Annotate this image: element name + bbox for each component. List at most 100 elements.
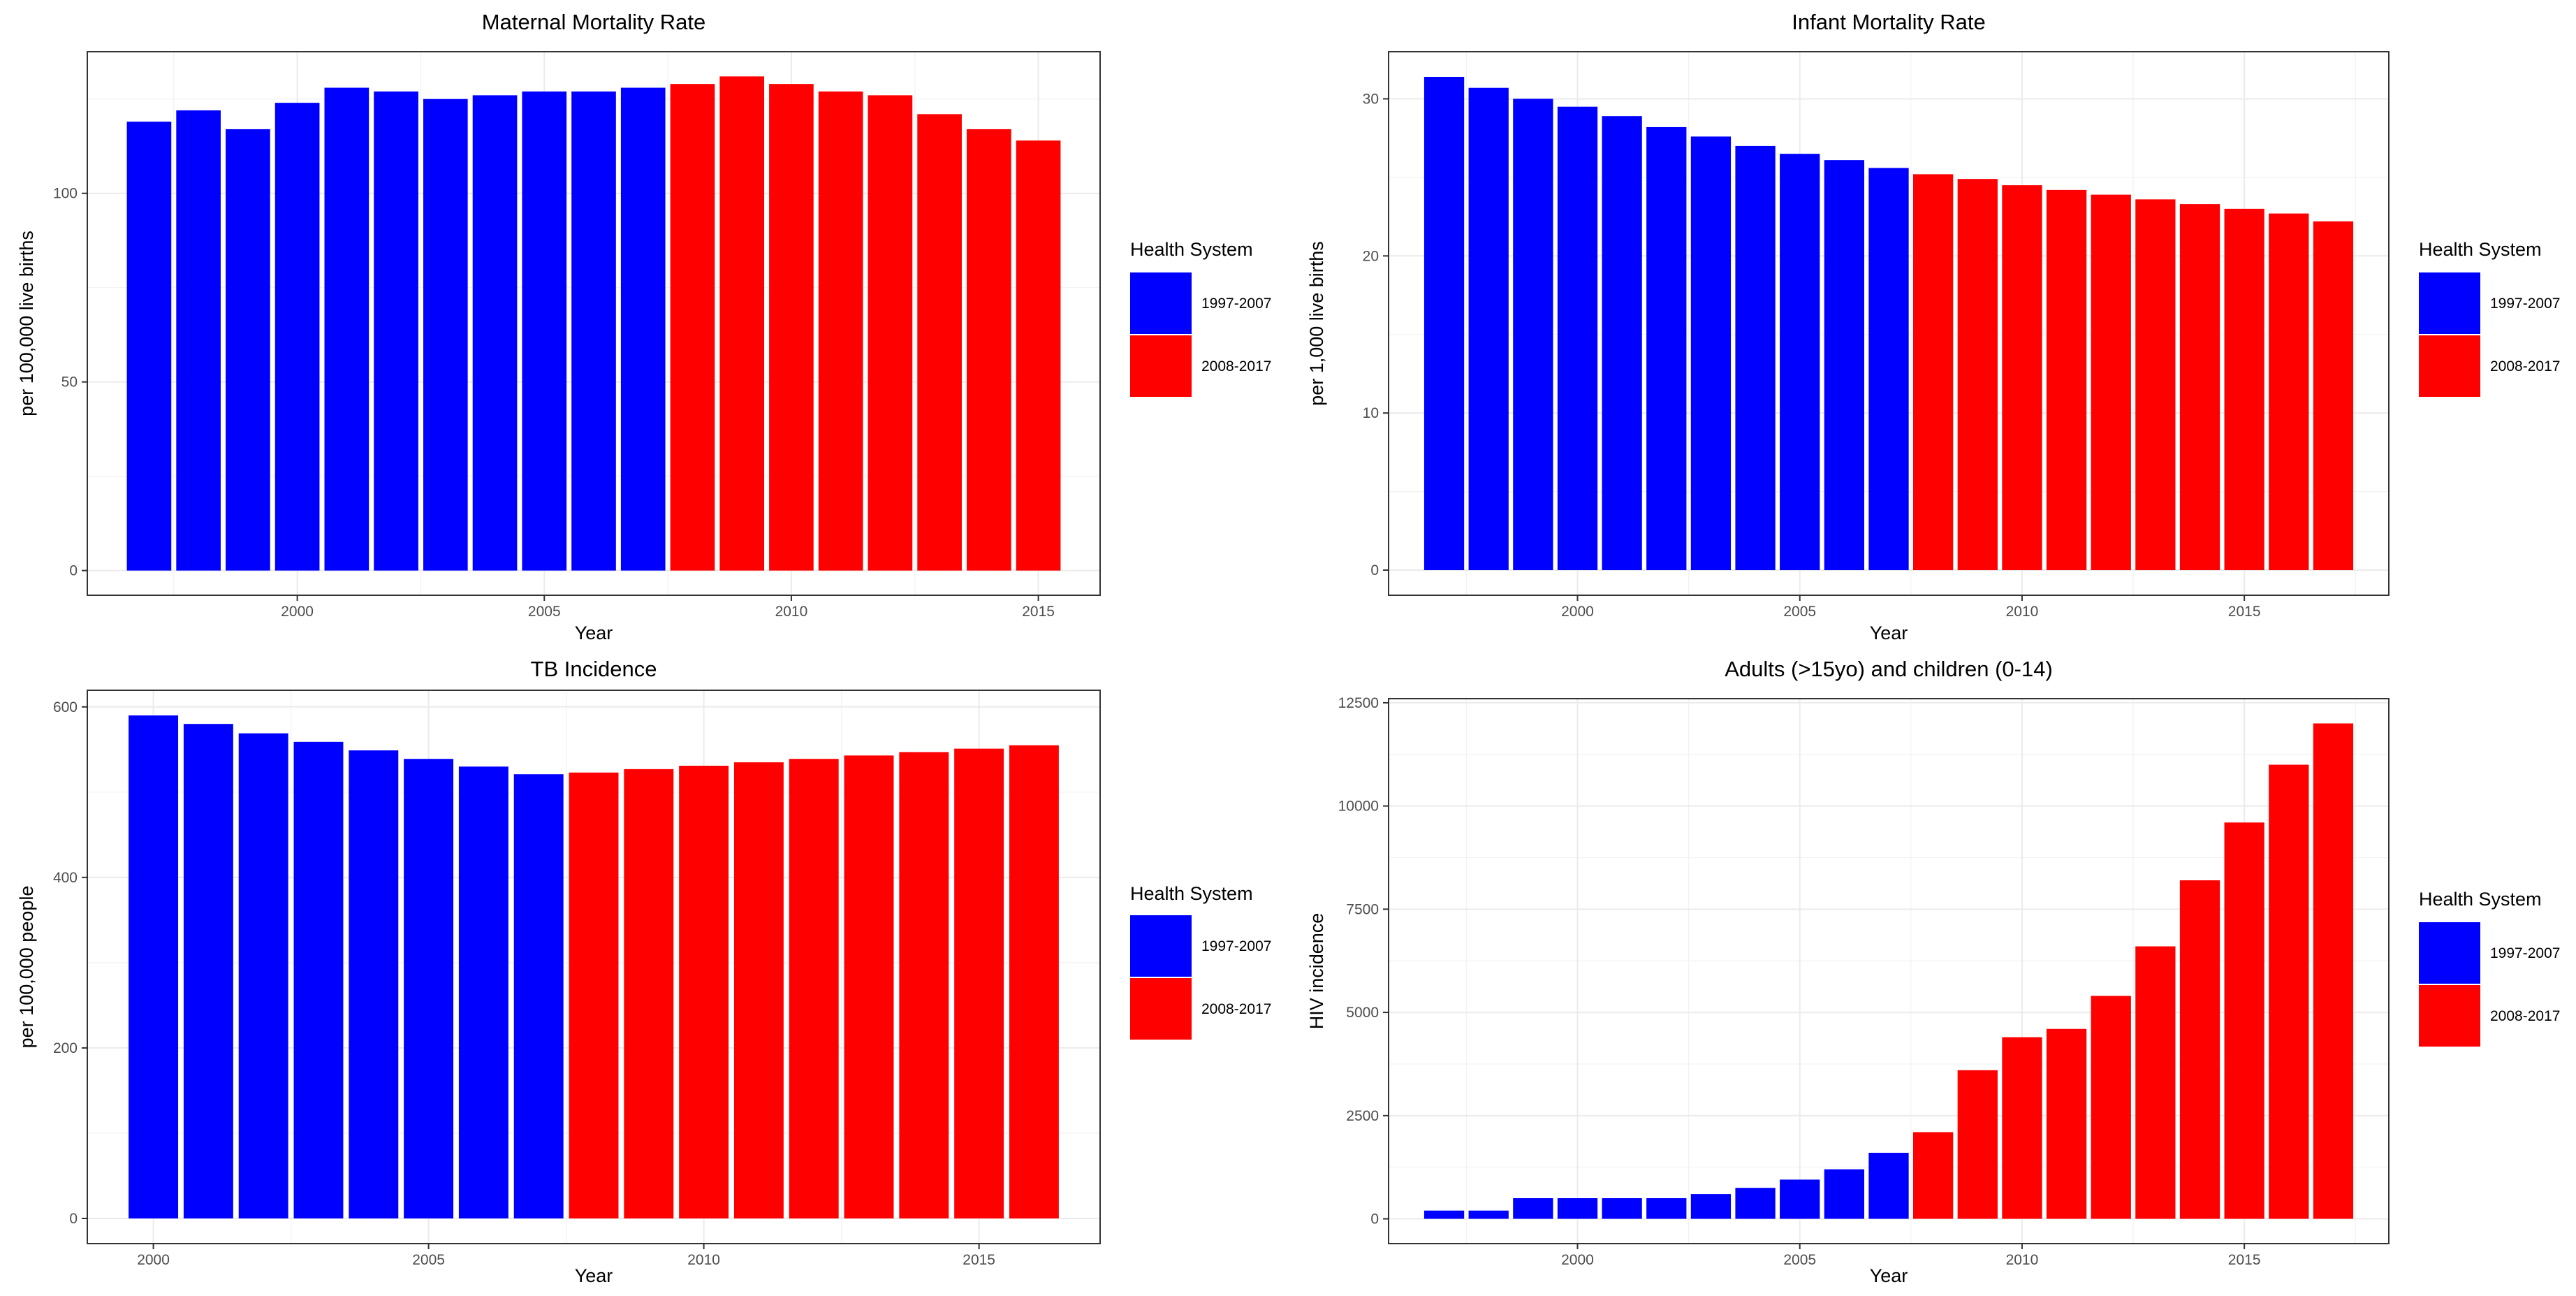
tb-incidence-y-tick-label: 0 [69,1211,78,1227]
maternal-mortality-legend-label: 2008-2017 [1201,358,1271,374]
maternal-mortality-bar [374,91,418,571]
infant-mortality-chart: 2000 2005 2010 2015 0 10 20 30 Infant Mortality … [1306,10,2560,643]
infant-mortality-bar [2135,199,2176,571]
tb-incidence-bar [789,759,839,1218]
hiv-incidence-bar [1780,1179,1820,1219]
tb-incidence-x-tick-label: 2010 [687,1252,720,1268]
hiv-incidence-legend-key [2419,985,2480,1047]
maternal-mortality-chart: 2000 2005 2010 2015 0 50 100 Maternal Mortality… [16,10,1271,643]
tb-incidence-x-tick-label: 2005 [412,1252,445,1268]
tb-incidence-bar [569,772,619,1218]
hiv-incidence-bar [1646,1198,1687,1219]
maternal-mortality-x-axis-title: Year [575,622,613,643]
infant-mortality-legend-label: 1997-2007 [2490,296,2560,312]
infant-mortality-bar [2091,194,2131,571]
hiv-incidence-title: Adults (>15yo) and children (0-14) [1725,657,2053,681]
hiv-incidence-bar [1868,1153,1909,1219]
maternal-mortality-bar [126,122,172,571]
maternal-mortality-bar [670,84,715,571]
hiv-incidence-x-tick-label: 2005 [1783,1252,1816,1268]
infant-mortality-y-axis-title: per 1,000 live births [1306,241,1327,406]
hiv-incidence-bar [1824,1169,1864,1219]
infant-mortality-y-tick-label: 10 [1363,405,1379,421]
hiv-incidence-x-tick-label: 2000 [1561,1252,1594,1268]
maternal-mortality-bar [868,95,913,571]
infant-mortality-x-tick-label: 2015 [2228,604,2261,620]
hiv-incidence-bar [1957,1070,1998,1219]
infant-mortality-bar [1824,160,1864,571]
tb-incidence-bar [844,755,894,1218]
maternal-mortality-bar [324,87,369,571]
tb-incidence-bar [1009,745,1059,1218]
maternal-mortality-y-tick-label: 0 [69,563,78,579]
infant-mortality-legend-key [2419,272,2480,334]
hiv-incidence-y-tick-label: 10000 [1338,799,1379,815]
infant-mortality-x-tick-label: 2005 [1783,604,1816,620]
infant-mortality-legend: Health System 1997-2007 2008-2017 [2419,239,2560,397]
hiv-incidence-x-tick-label: 2010 [2006,1252,2039,1268]
hiv-incidence-bar [1602,1198,1642,1219]
maternal-mortality-panel-border [87,51,1101,596]
hiv-incidence-legend: Health System 1997-2007 2008-2017 [2419,889,2560,1047]
maternal-mortality-bar [719,76,765,571]
maternal-mortality-bar [967,129,1011,571]
infant-mortality-bar [1913,174,1954,571]
hiv-incidence-bar [1913,1132,1954,1219]
infant-mortality-legend-label: 2008-2017 [2490,358,2560,374]
tb-incidence-bar [238,733,288,1218]
tb-incidence-bar [183,724,233,1218]
maternal-mortality-legend: Health System 1997-2007 2008-2017 [1130,239,1271,397]
infant-mortality-x-tick-label: 2010 [2006,604,2039,620]
hiv-incidence-bar [1690,1194,1732,1219]
hiv-incidence-y-tick-label: 0 [1370,1211,1379,1228]
maternal-mortality-bar [176,110,221,571]
infant-mortality-bar [1735,145,1776,571]
infant-mortality-bar [1424,76,1465,571]
hiv-incidence-x-tick-label: 2015 [2228,1252,2261,1268]
hiv-incidence-legend-label: 2008-2017 [2490,1008,2560,1024]
hiv-incidence-bar [2269,764,2309,1219]
maternal-mortality-bar [620,87,666,571]
infant-mortality-x-axis-title: Year [1870,622,1908,643]
infant-mortality-bar [2269,213,2309,571]
infant-mortality-bar [1602,116,1642,571]
tb-incidence-x-axis-title: Year [575,1265,613,1286]
infant-mortality-bar [2224,208,2264,571]
tb-incidence-bar [899,752,949,1218]
infant-mortality-x-tick-label: 2000 [1561,604,1594,620]
tb-incidence-legend: Health System 1997-2007 2008-2017 [1130,883,1271,1040]
tb-incidence-bar [513,774,564,1218]
infant-mortality-bar [1868,168,1909,571]
hiv-incidence-bar [1557,1198,1598,1219]
hiv-incidence-x-axis-title: Year [1870,1265,1908,1286]
hiv-incidence-bar [1468,1210,1509,1219]
infant-mortality-y-tick-label: 20 [1363,248,1379,264]
tb-incidence-title: TB Incidence [531,657,657,681]
tb-incidence-y-tick-label: 600 [53,699,78,715]
tb-incidence-y-tick-label: 400 [53,870,78,886]
tb-incidence-bar [293,741,344,1218]
infant-mortality-bar [1646,126,1687,571]
infant-mortality-y-tick-label: 30 [1363,91,1379,107]
maternal-mortality-bar [1016,140,1061,571]
infant-mortality-title: Infant Mortality Rate [1792,10,1985,34]
hiv-incidence-bar [1513,1198,1553,1219]
infant-mortality-bar [1780,154,1820,571]
hiv-incidence-panel-border [1388,698,2390,1244]
tb-incidence-x-tick-label: 2000 [137,1252,170,1268]
hiv-incidence-legend-label: 1997-2007 [2490,945,2560,961]
hiv-incidence-y-tick-label: 5000 [1346,1005,1379,1021]
maternal-mortality-bar [423,99,468,571]
tb-incidence-bar [349,750,399,1218]
tb-incidence-x-tick-label: 2015 [963,1252,995,1268]
hiv-incidence-bar [1424,1210,1465,1219]
infant-mortality-bar [1957,179,1998,571]
tb-incidence-bar [733,762,784,1218]
hiv-incidence-bar [2135,946,2176,1219]
tb-incidence-legend-key [1130,915,1192,977]
infant-mortality-bar [2046,189,2087,571]
hiv-incidence-legend-title: Health System [2419,889,2542,910]
maternal-mortality-y-axis-title: per 100,000 live births [16,231,37,416]
hiv-incidence-bar [1735,1188,1776,1219]
tb-incidence-bar [954,748,1004,1218]
